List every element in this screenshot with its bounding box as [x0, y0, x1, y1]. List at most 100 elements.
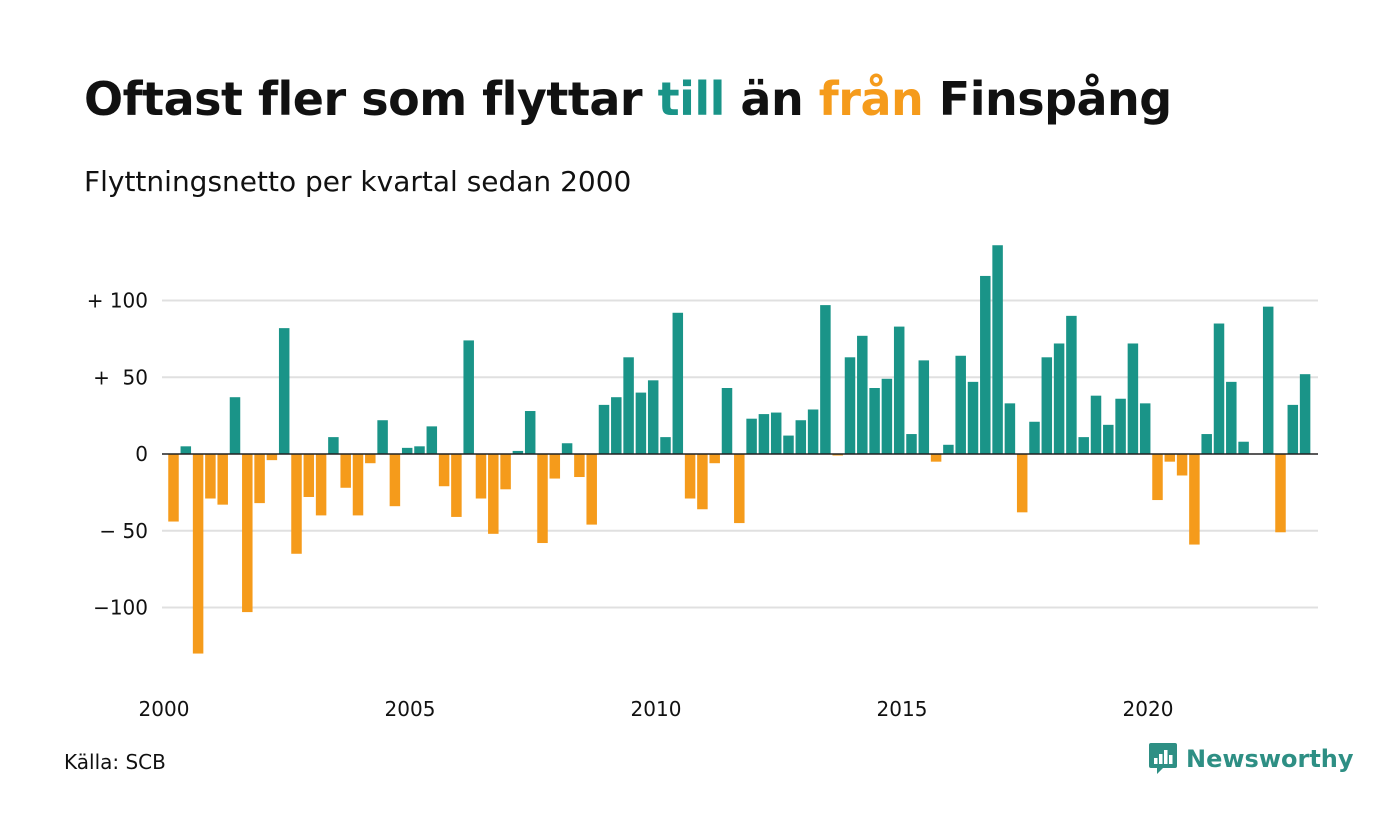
bar: [980, 275, 991, 454]
bar: [291, 454, 302, 554]
bar: [1226, 381, 1237, 454]
bar: [180, 446, 192, 454]
newsworthy-brand: Newsworthy: [1148, 742, 1354, 776]
bar: [1189, 454, 1200, 545]
bar: [1139, 403, 1151, 454]
bar: [229, 397, 241, 454]
bar: [869, 388, 880, 454]
bar: [1004, 403, 1016, 454]
bar: [328, 437, 339, 454]
bar: [524, 411, 536, 454]
bar: [906, 434, 917, 454]
bar: [1238, 441, 1249, 454]
bar: [414, 446, 425, 454]
bar: [1090, 395, 1102, 454]
bar: [1164, 454, 1176, 462]
bar: [955, 355, 966, 454]
bar: [820, 305, 831, 454]
bar: [647, 380, 659, 454]
bar: [217, 454, 228, 505]
bar: [1041, 357, 1053, 454]
bar: [438, 454, 450, 487]
title-part: Oftast fler som flyttar: [84, 72, 658, 126]
y-tick-label: + 50: [93, 365, 148, 389]
x-tick-label: 2010: [631, 697, 682, 721]
bar: [1066, 315, 1077, 454]
bar: [598, 404, 610, 454]
bar: [709, 454, 720, 464]
bar: [992, 245, 1003, 454]
bar: [660, 437, 671, 454]
bar: [549, 454, 561, 479]
title-part: från: [818, 72, 924, 126]
bar: [1016, 454, 1028, 513]
bar: [1078, 437, 1089, 454]
bar: [1029, 421, 1040, 454]
bar: [832, 454, 843, 456]
bar: [463, 340, 474, 454]
bar: [1053, 343, 1065, 454]
bar: [1115, 398, 1126, 454]
bar: [537, 454, 548, 544]
bar: [1287, 404, 1299, 454]
bar: [168, 454, 179, 522]
bar: [574, 454, 585, 478]
bar: [943, 444, 954, 454]
title-part: än: [724, 72, 819, 126]
bar: [967, 381, 979, 454]
bar: [881, 378, 893, 454]
title-part: Finspång: [923, 72, 1172, 126]
title-part: till: [657, 72, 726, 126]
bar: [1213, 323, 1225, 454]
bar: [488, 454, 499, 534]
newsworthy-logo-icon: [1149, 743, 1177, 774]
bar: [192, 454, 204, 654]
chart-subtitle: Flyttningsnetto per kvartal sedan 2000: [84, 165, 632, 198]
bar: [315, 454, 327, 516]
bar: [1176, 454, 1188, 476]
bar: [721, 388, 733, 454]
brand-name: Newsworthy: [1186, 745, 1354, 773]
bar: [451, 454, 462, 517]
bar: [770, 412, 782, 455]
bar: [1262, 306, 1274, 454]
bar: [242, 454, 253, 613]
bar: [205, 454, 216, 499]
bar: [857, 335, 868, 454]
bar: [586, 454, 597, 525]
bar: [561, 443, 573, 454]
bar: [278, 328, 290, 454]
y-tick-label: − 50: [99, 519, 148, 543]
bar: [795, 420, 807, 454]
bar: [893, 326, 905, 454]
y-tick-label: 0: [135, 442, 148, 466]
bar: [352, 454, 364, 516]
bar: [844, 357, 856, 454]
bar: [697, 454, 708, 510]
y-tick-label: + 100: [87, 289, 148, 313]
bar: [1275, 454, 1286, 533]
x-tick-label: 2000: [139, 697, 190, 721]
bar: [426, 426, 438, 454]
y-tick-label: −100: [93, 596, 148, 620]
x-tick-label: 2015: [877, 697, 928, 721]
bar: [1201, 434, 1212, 454]
bar: [918, 360, 930, 454]
bar: [1127, 343, 1139, 454]
bar: [1152, 454, 1163, 501]
bar: [1103, 424, 1114, 454]
bar: [512, 450, 524, 454]
bar: [365, 454, 376, 464]
bar: [623, 357, 634, 454]
bar: [783, 435, 794, 454]
x-tick-label: 2020: [1123, 697, 1174, 721]
bar: [303, 454, 315, 497]
bar: [1299, 374, 1311, 454]
bar: [401, 447, 413, 454]
bar: [684, 454, 696, 499]
bar: [758, 414, 770, 454]
bar: [377, 420, 388, 454]
bar: [340, 454, 351, 488]
bar: [475, 454, 487, 499]
